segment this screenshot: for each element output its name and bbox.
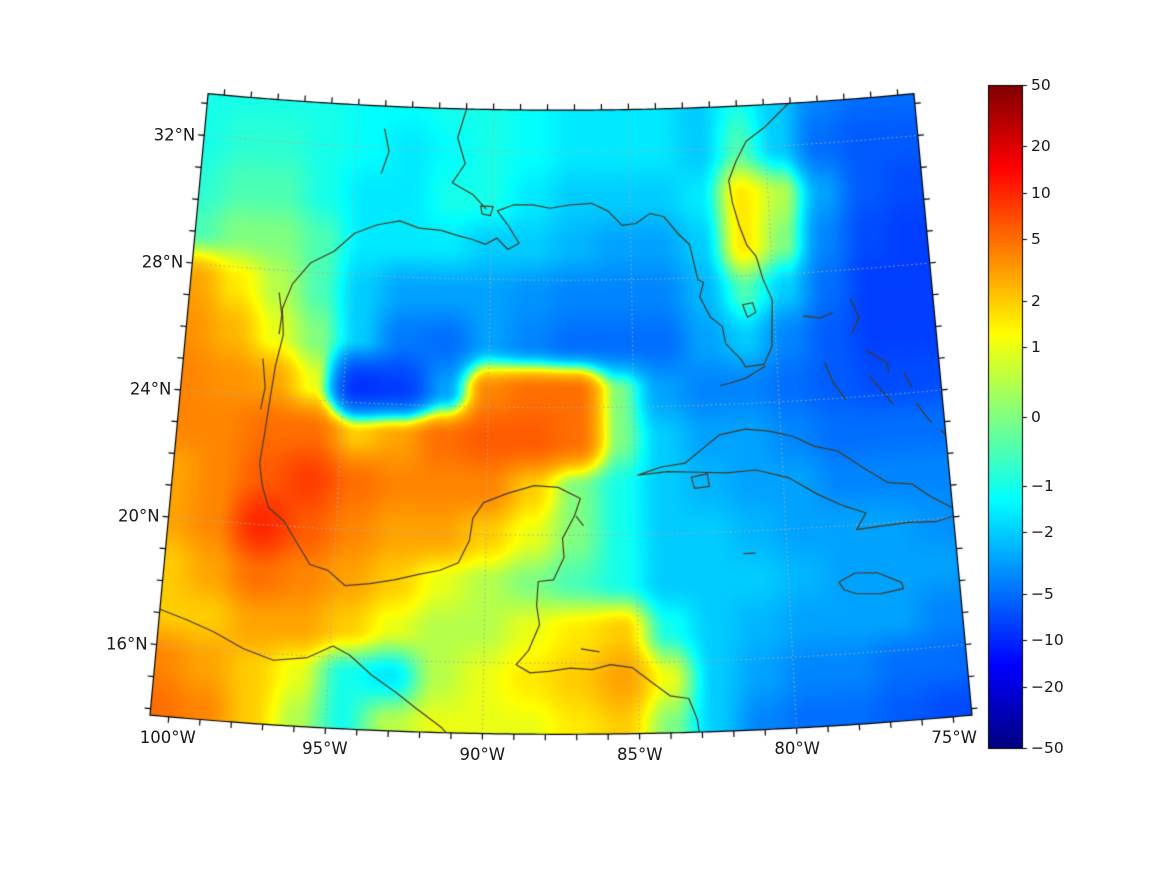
- geo-heatmap-canvas: [0, 0, 1167, 875]
- map-figure: 100°W 95°W 90°W 85°W 80°W 75°W 16°N 20°N 24°N 28°…: [0, 0, 1167, 875]
